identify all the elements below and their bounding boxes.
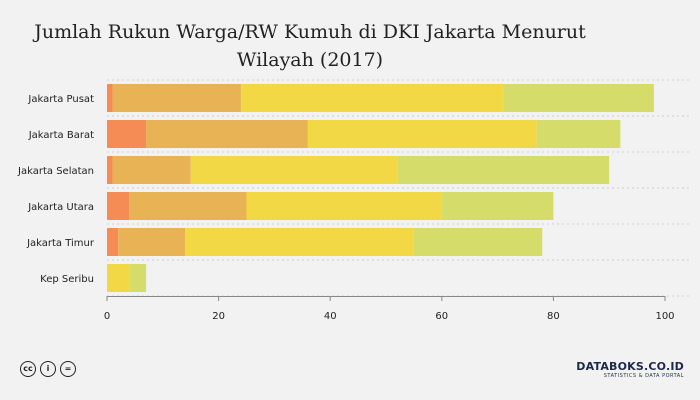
bar-segment-4 (397, 156, 610, 184)
category-label: Jakarta Utara (27, 202, 94, 213)
bar-segment-4 (503, 84, 654, 112)
bar-segment-3 (107, 264, 130, 292)
cc-icon: cc (20, 361, 36, 377)
x-tick-label: 20 (212, 311, 225, 322)
bar-segment-1 (107, 192, 130, 220)
category-label: Jakarta Selatan (17, 166, 94, 177)
chart-title: Jumlah Rukun Warga/RW Kumuh di DKI Jakar… (0, 18, 620, 74)
bar-segment-1 (107, 84, 113, 112)
bar-segment-2 (129, 192, 247, 220)
brand-tagline: STATISTICS & DATA PORTAL (603, 373, 684, 379)
bar-segment-4 (536, 120, 621, 148)
bar-segment-2 (112, 156, 191, 184)
brand-logo: DATABOKS.CO.ID STATISTICS & DATA PORTAL (576, 360, 684, 379)
equals-icon: = (60, 361, 76, 377)
bar-segment-4 (129, 264, 147, 292)
bar-segment-2 (112, 84, 241, 112)
bar-segment-2 (146, 120, 308, 148)
x-tick-label: 100 (655, 311, 674, 322)
category-label: Jakarta Pusat (27, 94, 94, 105)
bar-segment-4 (441, 192, 554, 220)
x-tick-label: 60 (435, 311, 448, 322)
category-label: Jakarta Timur (26, 238, 95, 249)
brand-name: DATABOKS.CO.ID (576, 360, 684, 373)
bar-segment-3 (246, 192, 442, 220)
bar-segment-3 (307, 120, 537, 148)
bar-segment-3 (240, 84, 504, 112)
x-tick-label: 40 (324, 311, 337, 322)
bar-segment-3 (185, 228, 414, 256)
chart-title-line-2: Wilayah (2017) (236, 49, 384, 71)
bar-segment-1 (107, 228, 119, 256)
category-label: Jakarta Barat (28, 130, 94, 141)
x-tick-label: 80 (547, 311, 560, 322)
bar-segment-1 (107, 156, 113, 184)
bar-segment-3 (190, 156, 398, 184)
chart-title-line-1: Jumlah Rukun Warga/RW Kumuh di DKI Jakar… (34, 21, 586, 43)
license-icons: cc i = (20, 361, 76, 377)
by-icon: i (40, 361, 56, 377)
category-label: Kep Seribu (40, 274, 94, 285)
bar-segment-1 (107, 120, 147, 148)
x-tick-label: 0 (104, 311, 110, 322)
bar-segment-2 (118, 228, 186, 256)
bar-segment-4 (413, 228, 543, 256)
